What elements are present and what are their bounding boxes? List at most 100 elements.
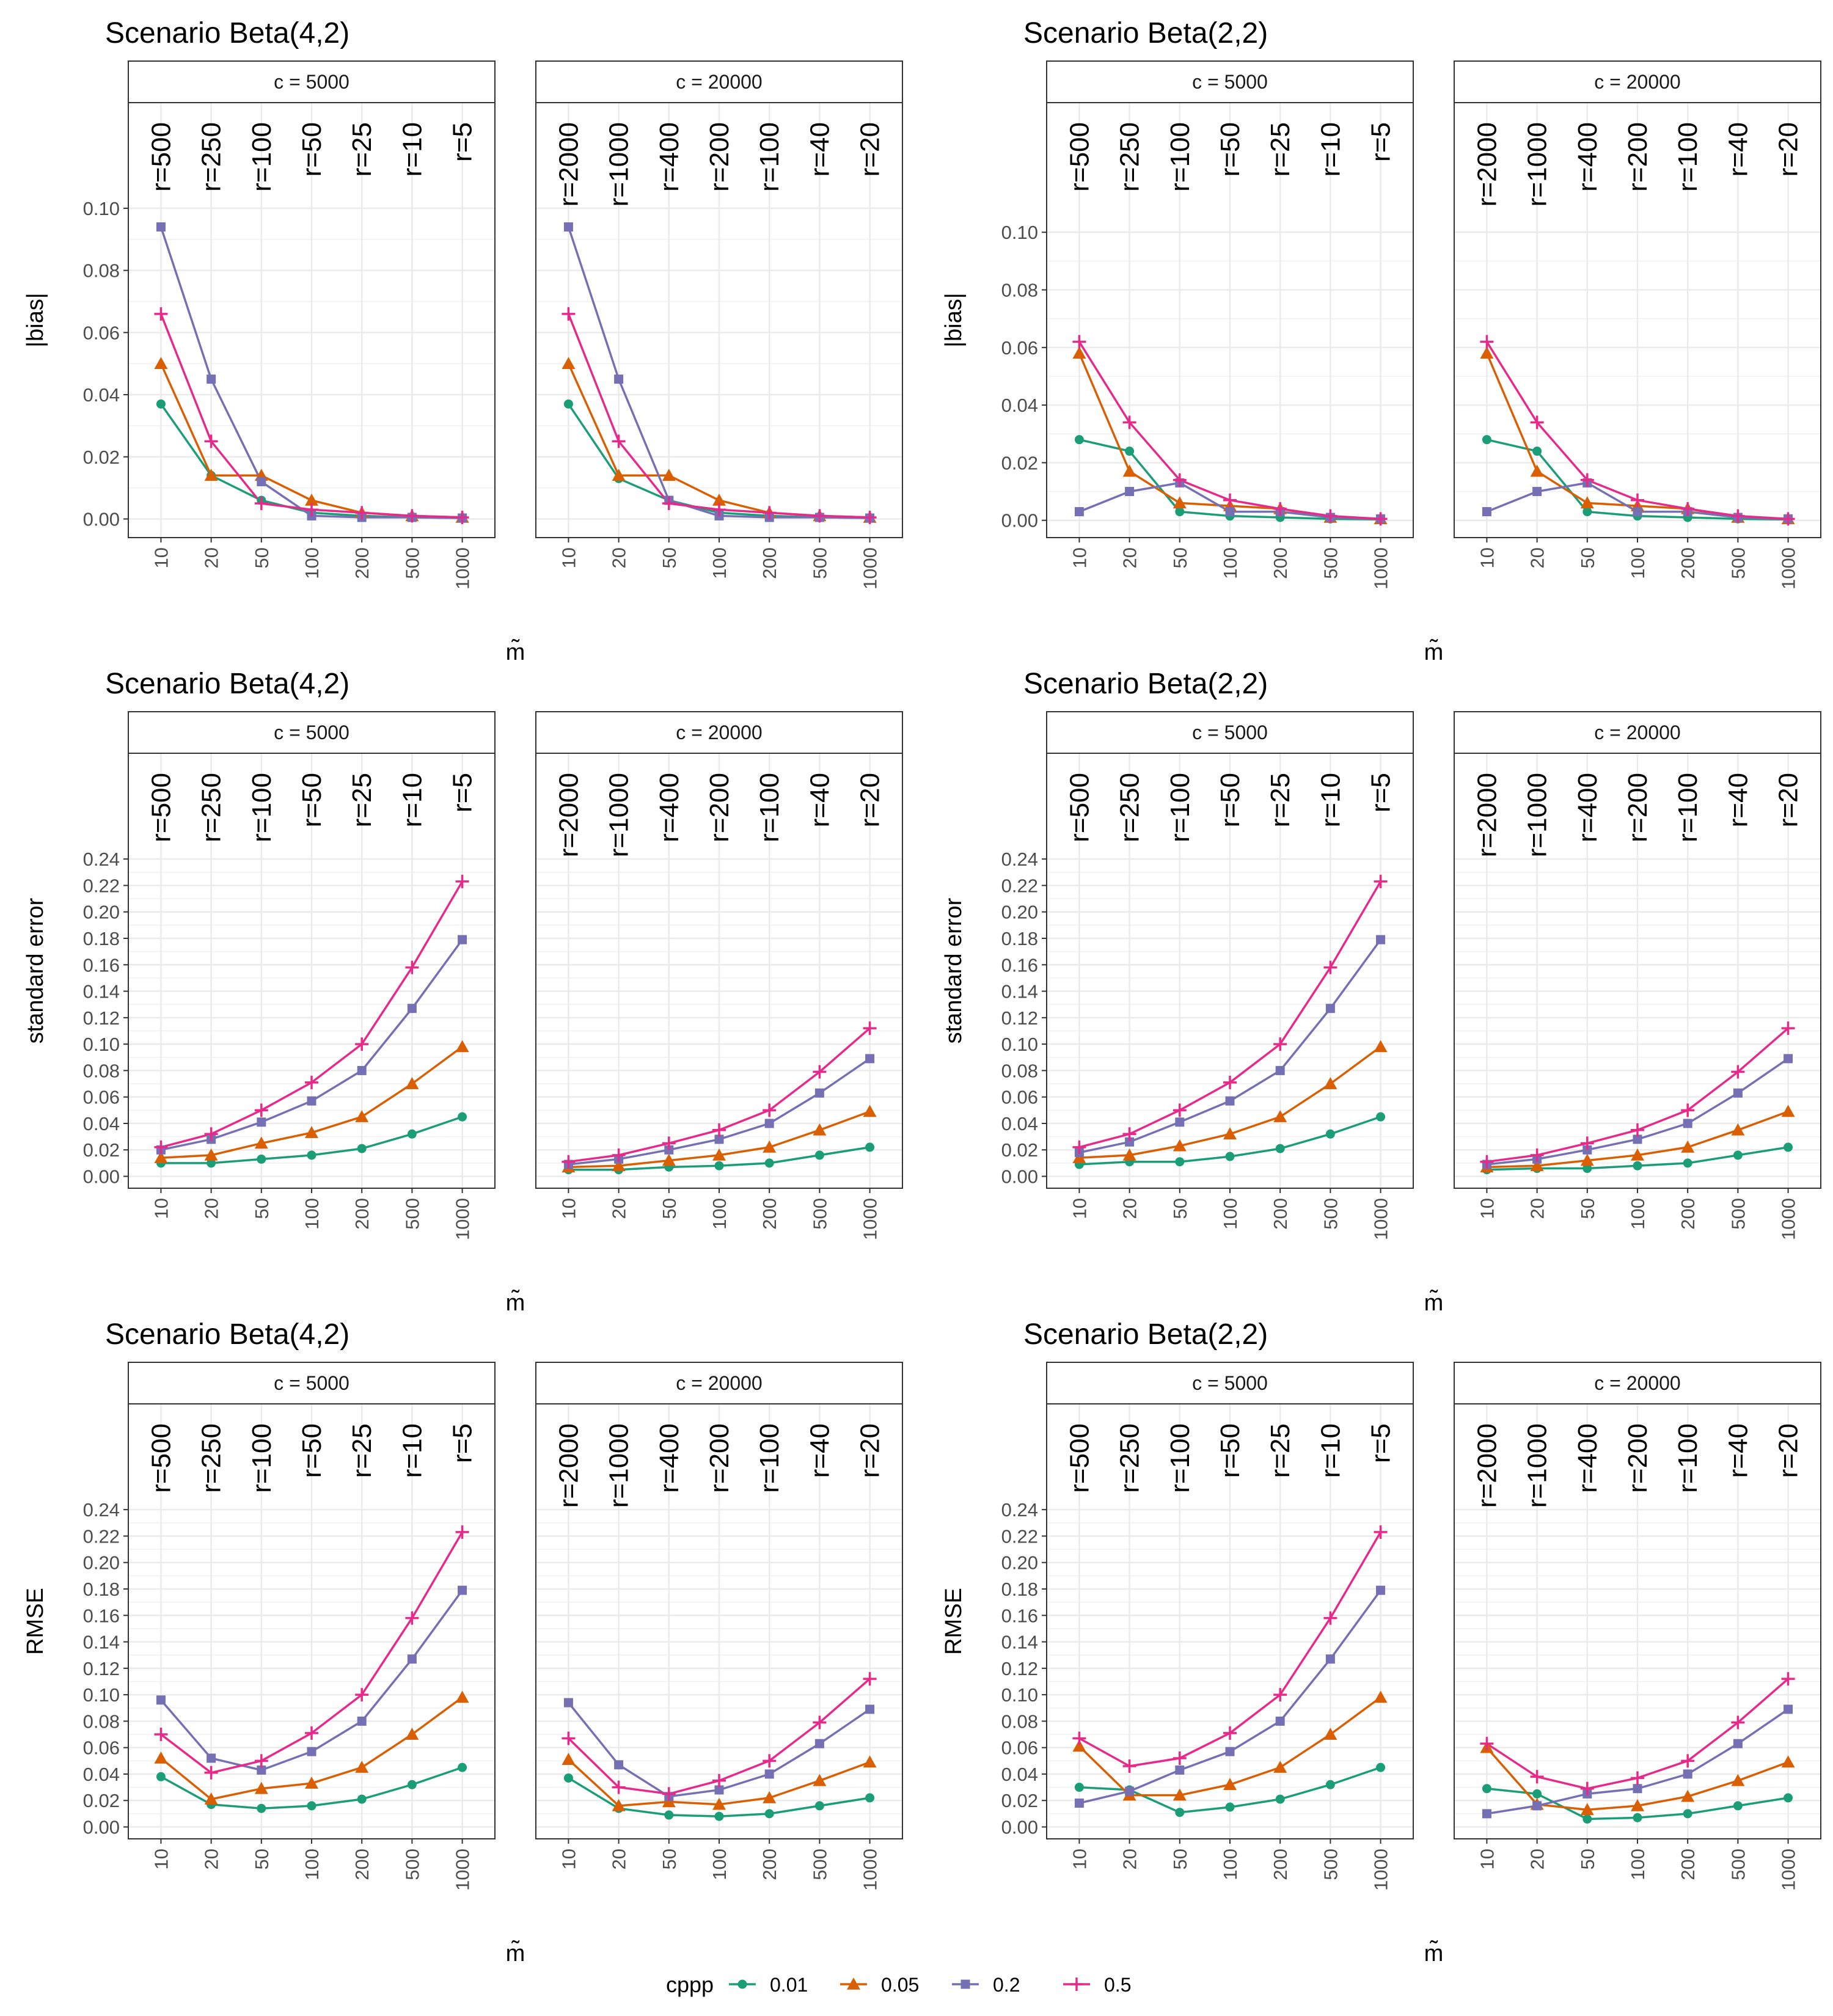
data-point <box>207 374 216 384</box>
data-point <box>1223 1127 1237 1140</box>
y-tick-label: 0.20 <box>83 902 120 923</box>
data-point <box>407 1129 417 1139</box>
r-label: r=200 <box>1623 1423 1653 1493</box>
data-point <box>1273 1037 1287 1051</box>
data-point <box>1580 473 1594 487</box>
legend-item: 0.01 <box>729 1974 808 1996</box>
data-point <box>305 1777 318 1789</box>
data-point <box>1175 507 1185 517</box>
data-point <box>1781 1672 1795 1686</box>
r-label: r=1000 <box>604 122 634 206</box>
data-point <box>1122 415 1136 429</box>
data-point <box>1122 1148 1136 1161</box>
data-point <box>355 1761 369 1773</box>
data-point <box>1631 1148 1644 1161</box>
facet-strip-label: c = 20000 <box>676 1372 762 1394</box>
x-tick-label: 1000 <box>860 1849 881 1891</box>
facet-panel-2: c = 20000 r=2000 r=1000 r=400 r=200 r=100 r=40… <box>1454 60 1821 590</box>
r-label: r=100 <box>1673 773 1703 842</box>
data-point <box>1681 502 1695 516</box>
x-tick-label: 500 <box>809 1849 830 1880</box>
data-point <box>1225 1096 1235 1106</box>
data-point <box>1173 1103 1187 1117</box>
data-point <box>1733 1739 1743 1748</box>
y-tick-label: 0.08 <box>1001 1060 1038 1081</box>
x-tick-label: 1000 <box>452 1849 474 1891</box>
y-tick-label: 0.14 <box>1001 1632 1038 1653</box>
r-label: r=50 <box>297 1423 327 1478</box>
x-tick-label: 50 <box>251 547 273 568</box>
y-tick-label: 0.00 <box>1001 1817 1038 1838</box>
chart-4: Scenario Beta(2,2) standard error 0.00 0.02… <box>941 668 1821 1316</box>
chart-title: Scenario Beta(4,2) <box>105 17 349 49</box>
data-point <box>355 1037 369 1051</box>
data-point <box>357 1794 367 1804</box>
x-tick-label: 500 <box>1320 1198 1341 1230</box>
r-label: r=25 <box>1265 122 1295 177</box>
data-point <box>1731 1773 1745 1786</box>
data-point <box>714 1161 724 1171</box>
data-point <box>813 1065 827 1079</box>
facet-strip <box>128 60 496 103</box>
data-point <box>254 1103 268 1117</box>
y-tick-label: 0.00 <box>83 508 120 530</box>
r-label: r=5 <box>448 1423 478 1463</box>
r-label: r=400 <box>1573 1423 1603 1493</box>
r-label: r=50 <box>1215 122 1245 177</box>
data-point <box>1072 1140 1086 1154</box>
data-point <box>1072 1739 1086 1752</box>
data-point <box>1480 1155 1494 1169</box>
data-point <box>1275 1794 1285 1804</box>
facet-strip-label: c = 5000 <box>1192 1372 1268 1394</box>
data-point <box>1175 1765 1185 1775</box>
x-tick-label: 20 <box>1527 1198 1548 1219</box>
x-tick-label: 500 <box>1727 547 1749 579</box>
r-label: r=1000 <box>1523 122 1553 206</box>
r-label: r=250 <box>1115 122 1145 192</box>
data-point <box>1173 473 1187 487</box>
data-point <box>1223 493 1237 507</box>
y-tick-label: 0.10 <box>83 198 120 219</box>
x-tick-label: 500 <box>1727 1198 1749 1230</box>
r-label: r=100 <box>1165 773 1195 842</box>
x-tick-label: 500 <box>809 547 830 579</box>
data-point <box>1731 1715 1745 1729</box>
legend-label: 0.5 <box>1104 1974 1131 1996</box>
data-point <box>612 469 626 481</box>
x-tick-label: 1000 <box>1370 547 1392 590</box>
data-point <box>863 1672 877 1686</box>
y-tick-label: 0.02 <box>83 1139 120 1161</box>
y-tick-label: 0.22 <box>83 1525 120 1547</box>
data-point <box>1072 346 1086 359</box>
data-point <box>405 1611 419 1625</box>
facet-panel-1: c = 5000 r=500 r=250 r=100 r=50 r=25 r=10 r=5 10… <box>1046 60 1414 590</box>
x-tick-label: 500 <box>809 1198 830 1230</box>
y-tick-label: 0.20 <box>83 1552 120 1574</box>
data-point <box>1580 1781 1594 1795</box>
r-label: r=100 <box>247 773 277 842</box>
r-label: r=40 <box>805 773 835 827</box>
data-point <box>1781 512 1795 526</box>
data-point <box>458 1762 467 1772</box>
data-point <box>307 1096 316 1106</box>
x-axis-label: m̃ <box>1424 1940 1444 1967</box>
y-tick-label: 0.04 <box>83 1113 120 1134</box>
y-tick-label: 0.18 <box>1001 1579 1038 1600</box>
r-label: r=50 <box>297 122 327 177</box>
data-point <box>407 1780 417 1789</box>
data-point <box>1633 1784 1642 1794</box>
data-point <box>1633 507 1642 517</box>
r-label: r=100 <box>1673 1423 1703 1493</box>
x-tick-label: 10 <box>150 1849 172 1869</box>
x-tick-label: 20 <box>201 1198 222 1219</box>
data-point <box>764 1769 774 1779</box>
x-tick-label: 100 <box>301 547 323 579</box>
data-point <box>863 510 877 524</box>
y-tick-label: 0.06 <box>1001 1737 1038 1759</box>
chart-5: Scenario Beta(4,2) RMSE 0.00 0.02 0.04 0.06 0.… <box>23 1318 903 1967</box>
data-point <box>1074 1799 1084 1808</box>
data-point <box>662 1795 676 1808</box>
x-tick-label: 50 <box>1169 547 1191 568</box>
r-label: r=2000 <box>554 1423 584 1508</box>
facet-strip <box>1046 711 1414 754</box>
